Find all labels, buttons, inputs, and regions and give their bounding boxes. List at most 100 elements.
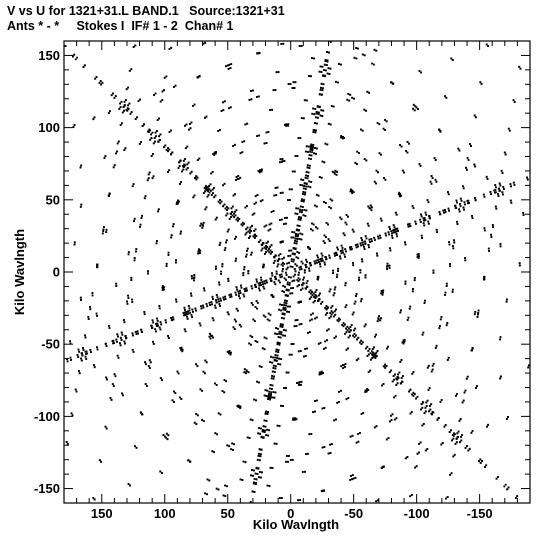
- uv-point: [363, 245, 365, 248]
- uv-point: [375, 333, 377, 336]
- uv-point: [296, 235, 299, 237]
- uv-point: [158, 307, 161, 310]
- uv-point: [152, 153, 154, 155]
- uv-point: [382, 289, 385, 292]
- uv-point: [310, 433, 313, 435]
- uv-point: [287, 281, 289, 284]
- uv-point: [156, 130, 158, 132]
- uv-point: [359, 271, 362, 274]
- uv-point: [261, 247, 264, 250]
- uv-point: [228, 294, 231, 296]
- uv-point: [275, 278, 277, 280]
- uv-point: [359, 432, 361, 434]
- uv-point: [184, 314, 186, 316]
- uv-point: [219, 297, 222, 300]
- uv-point: [382, 127, 385, 130]
- uv-point: [123, 319, 125, 321]
- uv-point: [465, 377, 468, 380]
- uv-point: [289, 281, 291, 284]
- uv-point: [474, 197, 476, 199]
- uv-point: [311, 294, 314, 296]
- uv-point: [262, 242, 265, 244]
- uv-point: [325, 305, 328, 307]
- uv-point: [262, 265, 265, 268]
- uv-point: [263, 419, 266, 422]
- uv-point: [366, 90, 369, 93]
- uv-point: [219, 129, 221, 131]
- uv-point: [198, 157, 201, 160]
- uv-point: [341, 137, 344, 140]
- uv-point: [352, 191, 355, 194]
- uv-point: [278, 330, 281, 333]
- uv-point: [315, 112, 318, 115]
- uv-point: [277, 336, 280, 338]
- uv-point: [109, 110, 111, 113]
- uv-point: [234, 193, 236, 196]
- uv-point: [229, 353, 232, 356]
- uv-point: [269, 387, 271, 390]
- uv-point: [344, 323, 346, 326]
- uv-point: [449, 473, 451, 476]
- uv-point: [347, 336, 350, 339]
- uv-point: [261, 471, 263, 474]
- uv-point: [350, 188, 352, 191]
- uv-point: [314, 108, 317, 110]
- uv-point: [137, 332, 139, 335]
- uv-point: [227, 228, 230, 231]
- uv-point: [254, 195, 257, 198]
- uv-point: [134, 445, 136, 448]
- uv-point: [323, 242, 326, 244]
- uv-point: [101, 232, 104, 235]
- uv-point: [258, 381, 260, 384]
- uv-point: [389, 420, 391, 423]
- uv-point: [127, 108, 130, 110]
- uv-point: [317, 256, 319, 259]
- uv-point: [356, 163, 358, 165]
- uv-point: [292, 418, 294, 421]
- uv-point: [328, 290, 331, 293]
- uv-point: [234, 291, 237, 294]
- uv-point: [270, 294, 273, 297]
- uv-point: [385, 120, 388, 123]
- uv-point: [336, 401, 339, 404]
- uv-point: [258, 452, 260, 455]
- uv-point: [184, 330, 187, 333]
- uv-point: [360, 339, 363, 342]
- uv-point: [522, 214, 525, 216]
- uv-point: [135, 333, 138, 335]
- uv-point: [490, 193, 492, 195]
- uv-point: [409, 388, 412, 391]
- uv-point: [300, 265, 302, 268]
- uv-point: [328, 254, 331, 257]
- uv-point: [241, 224, 244, 227]
- uv-point: [214, 152, 217, 155]
- uv-point: [250, 251, 253, 254]
- uv-point: [193, 274, 196, 276]
- uv-point: [224, 207, 227, 210]
- uv-point: [307, 452, 309, 455]
- uv-point: [292, 260, 295, 263]
- uv-point: [167, 254, 170, 256]
- uv-point: [112, 166, 115, 169]
- uv-point: [144, 195, 147, 197]
- uv-point: [353, 336, 356, 339]
- uv-point: [377, 237, 380, 240]
- uv-point: [308, 180, 311, 183]
- uv-point: [255, 235, 258, 237]
- uv-point: [249, 418, 252, 421]
- uv-point: [82, 66, 85, 68]
- uv-point: [314, 147, 316, 149]
- uv-point: [214, 194, 217, 197]
- uv-point: [392, 224, 395, 227]
- uv-point: [328, 240, 331, 242]
- uv-point: [200, 305, 202, 308]
- uv-point: [121, 392, 123, 395]
- uv-point: [295, 256, 298, 259]
- uv-point: [226, 444, 229, 447]
- uv-point: [313, 57, 315, 60]
- uv-point: [290, 343, 293, 345]
- uv-point: [221, 263, 224, 265]
- uv-point: [377, 171, 379, 174]
- uv-point: [222, 109, 225, 111]
- uv-point: [179, 232, 182, 235]
